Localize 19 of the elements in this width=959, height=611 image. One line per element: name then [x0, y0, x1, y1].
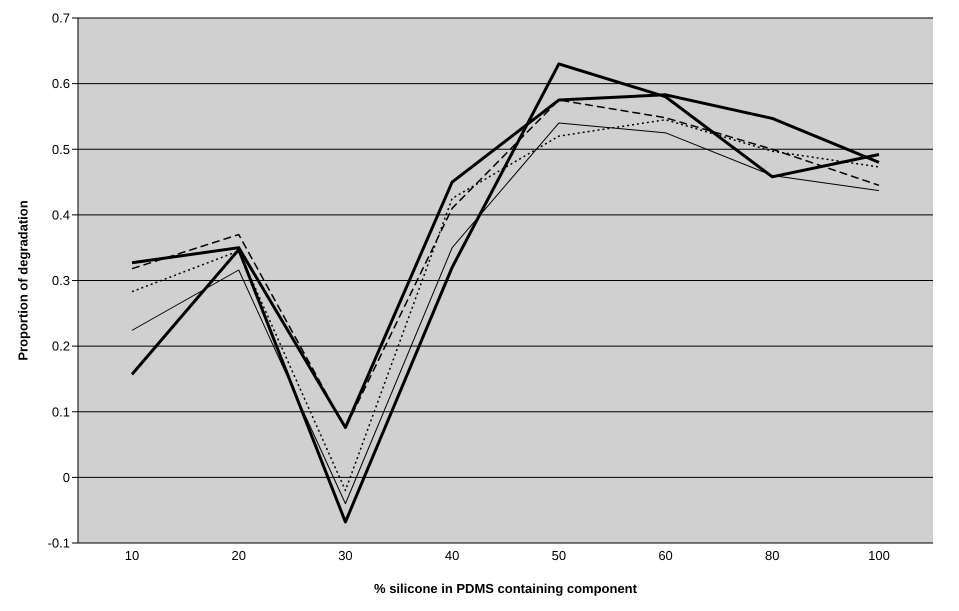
y-tick-label: 0	[62, 470, 70, 485]
y-tick-label: 0.6	[52, 76, 70, 92]
y-axis-title: Proportion of degradation	[16, 200, 31, 361]
x-tick-label: 60	[658, 548, 673, 564]
y-tick-label: 0.1	[52, 404, 70, 420]
y-tick-label: 0.4	[52, 207, 70, 222]
x-tick-label: 30	[338, 548, 353, 564]
y-tick-label: -0.1	[48, 536, 70, 551]
y-tick-label: 0.2	[52, 338, 70, 354]
x-tick-label: 50	[552, 548, 566, 564]
y-tick-label: 0.3	[52, 273, 70, 288]
y-tick-label: 0.5	[52, 142, 70, 157]
x-axis-title: % silicone in PDMS containing component	[374, 581, 638, 596]
y-tick-label: 0.7	[52, 10, 70, 26]
x-tick-label: 20	[231, 548, 246, 564]
x-tick-label: 10	[124, 548, 140, 564]
x-tick-label: 80	[765, 548, 780, 564]
x-tick-label: 100	[868, 548, 890, 564]
x-tick-label: 40	[444, 548, 460, 564]
